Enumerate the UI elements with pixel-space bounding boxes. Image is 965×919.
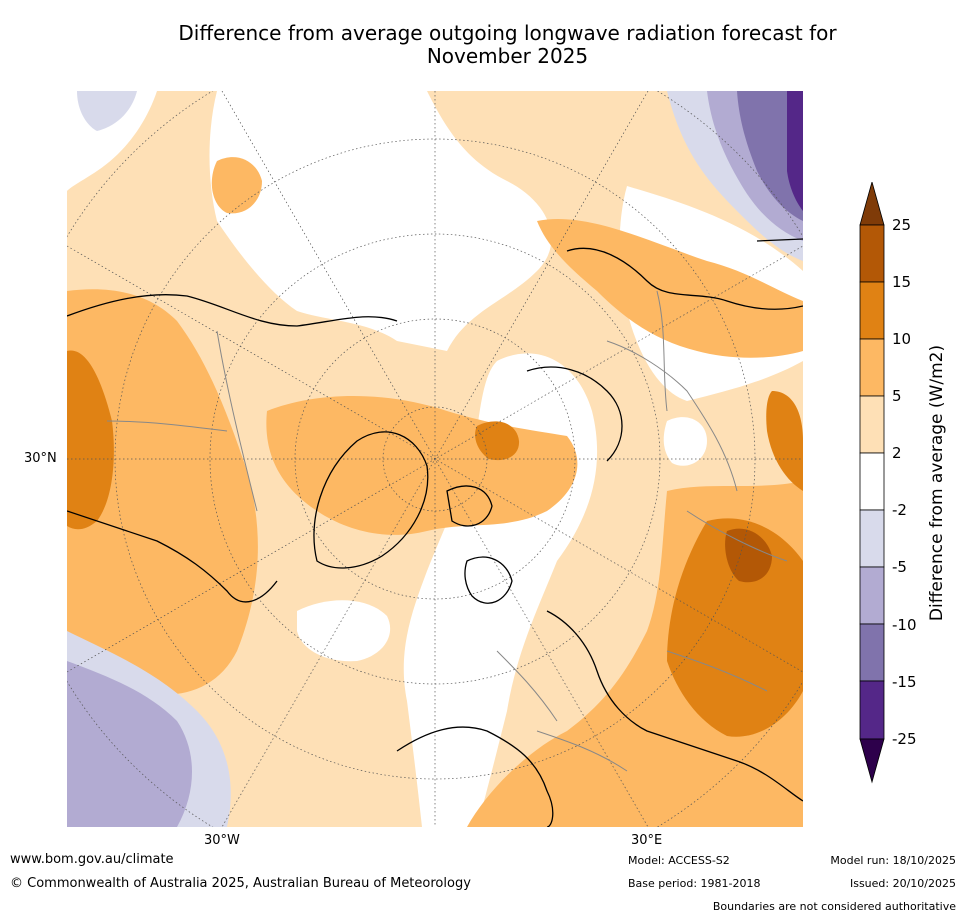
colorbar-tick: -10	[892, 616, 917, 634]
anomaly-10-15	[766, 391, 803, 491]
anomaly-5-10	[211, 157, 262, 214]
colorbar-swatch-m5-m2	[859, 509, 885, 568]
title-line-2: November 2025	[426, 44, 589, 68]
anomaly-near-normal	[297, 600, 391, 662]
lon-label-30e: 30°E	[631, 833, 663, 848]
chart-title: Difference from average outgoing longwav…	[100, 22, 915, 68]
coastlines	[67, 238, 803, 827]
footer-issued: Issued: 20/10/2025	[849, 877, 956, 890]
lat-label-30n: 30°N	[24, 451, 57, 466]
footer-model: Model: ACCESS-S2	[628, 854, 730, 867]
colorbar-swatch-m2-2	[859, 452, 885, 511]
anomaly-minus-25-minus-15	[787, 91, 803, 211]
footer-model-run: Model run: 18/10/2025	[830, 854, 956, 867]
footer-base-period: Base period: 1981-2018	[628, 877, 761, 890]
colorbar-tick: -15	[892, 673, 917, 691]
anomaly-minus-5-minus-2	[77, 91, 137, 131]
polar-map	[67, 91, 803, 827]
colorbar-swatch-10-15	[859, 281, 885, 340]
anomaly-15-25	[725, 528, 772, 583]
colorbar-swatch-2-5	[859, 395, 885, 454]
colorbar-label: Difference from average (W/m2)	[927, 344, 947, 622]
colorbar-tick: -5	[892, 558, 907, 576]
colorbar-tick: 5	[892, 387, 902, 405]
colorbar-tick: 2	[892, 444, 902, 462]
footer-copyright: © Commonwealth of Australia 2025, Austra…	[10, 876, 471, 891]
colorbar-tick: -25	[892, 730, 917, 748]
lon-label-30w: 30°W	[204, 833, 240, 848]
country-borders	[106, 290, 788, 772]
anomaly-minus-15-minus-10	[737, 91, 803, 221]
anomaly-near-normal	[209, 91, 552, 351]
title-line-1: Difference from average outgoing longwav…	[178, 21, 837, 45]
anomaly-10-15	[667, 518, 803, 737]
anomaly-5-10	[67, 289, 258, 695]
colorbar-swatch-m25-m15	[859, 680, 885, 740]
colorbar-swatch-15-25	[859, 224, 885, 283]
colorbar-swatch-5-10	[859, 338, 885, 397]
anomaly-10-15	[67, 350, 114, 530]
anomaly-5-10	[537, 219, 803, 358]
footer-website: www.bom.gov.au/climate	[10, 852, 174, 867]
colorbar-extend-top	[859, 182, 885, 226]
colorbar-extend-bottom	[859, 738, 885, 784]
colorbar-tick: 15	[892, 273, 912, 291]
footer-disclaimer: Boundaries are not considered authoritat…	[712, 900, 956, 913]
colorbar-tick: 10	[892, 330, 912, 348]
colorbar-tick: 25	[892, 216, 912, 234]
colorbar-swatch-m10-m5	[859, 566, 885, 625]
colorbar	[859, 182, 885, 784]
anomaly-10-15	[475, 421, 520, 461]
graticule	[67, 91, 803, 827]
anomaly-minus-10-minus-5	[67, 661, 192, 827]
anomaly-near-normal	[663, 417, 707, 466]
colorbar-swatch-m15-m10	[859, 623, 885, 682]
colorbar-tick: -2	[892, 501, 907, 519]
